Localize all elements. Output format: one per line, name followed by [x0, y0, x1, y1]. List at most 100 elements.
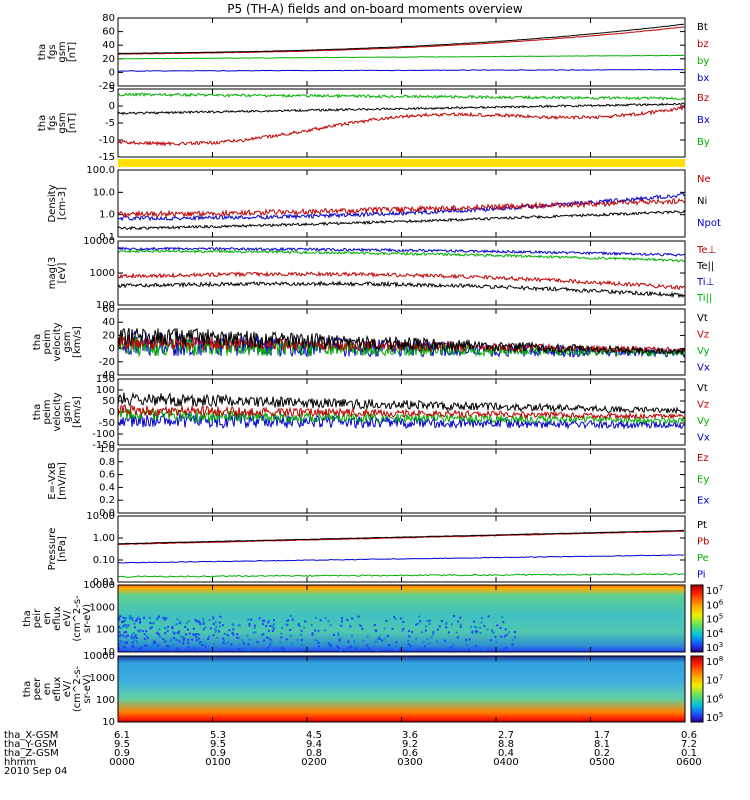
spectrogram-speck — [120, 644, 123, 647]
spectrogram-speck — [310, 624, 313, 627]
y-tick-label: 0.6 — [99, 470, 115, 481]
spectrogram-speck — [204, 645, 207, 648]
series-te-par — [117, 280, 686, 299]
spectrogram-speck — [158, 643, 161, 646]
spectrogram-speck — [258, 617, 261, 620]
spectrogram-speck — [163, 618, 166, 621]
spectrogram-speck — [134, 634, 137, 637]
spectrogram-speck — [214, 631, 217, 634]
mode-band — [118, 159, 685, 167]
spectrogram-speck — [366, 635, 369, 638]
spectrogram-speck — [324, 645, 327, 648]
spectrogram-speck — [349, 645, 352, 648]
spectrogram-speck — [215, 629, 218, 632]
spectrogram-speck — [188, 632, 191, 635]
series-vz — [117, 404, 686, 421]
spectrogram-speck — [191, 638, 194, 641]
spectrogram-speck — [200, 641, 203, 644]
footer-value: 0000 — [109, 757, 135, 768]
spectrogram-speck — [118, 634, 121, 637]
spectrogram-speck — [256, 640, 259, 643]
spectrogram-speck — [213, 628, 216, 631]
spectrogram-speck — [289, 615, 292, 618]
spectrogram-speck — [131, 641, 134, 644]
footer-value: 0600 — [676, 757, 702, 768]
spectrogram-speck — [279, 641, 282, 644]
chart-title: P5 (TH-A) fields and on-board moments ov… — [227, 2, 523, 16]
spectrogram-speck — [132, 645, 135, 648]
spectrogram-speck — [445, 621, 448, 624]
spectrogram-speck — [219, 615, 222, 618]
spectrogram-speck — [361, 627, 364, 630]
spectrogram-speck — [171, 630, 174, 633]
spectrogram-speck — [267, 619, 270, 622]
legend-entry: Vz — [697, 330, 709, 341]
spectrogram-speck — [247, 643, 250, 646]
spectrogram-speck — [241, 639, 244, 642]
spectrogram-speck — [198, 633, 201, 636]
spectrogram-speck — [358, 624, 361, 627]
y-tick-label: 50 — [102, 396, 115, 407]
spectrogram-speck — [171, 645, 174, 648]
spectrogram-speck — [316, 639, 319, 642]
spectrogram-speck — [472, 646, 475, 649]
spectrogram-speck — [402, 621, 405, 624]
spectrogram-speck — [289, 628, 292, 631]
spectrogram-speck — [165, 617, 168, 620]
spectrogram-speck — [407, 643, 410, 646]
spectrogram-speck — [184, 633, 187, 636]
spectrogram-speck — [187, 638, 190, 641]
spectrogram-speck — [340, 624, 343, 627]
spectrogram-speck — [232, 624, 235, 627]
spectrogram-speck — [347, 647, 350, 650]
legend-entry: Vz — [697, 400, 709, 411]
spectrogram-speck — [242, 642, 245, 645]
spectrogram-speck — [131, 644, 134, 647]
spectrogram-speck — [176, 631, 179, 634]
spectrogram-speck — [447, 631, 450, 634]
legend-entry: Bz — [697, 93, 709, 104]
spectrogram-speck — [500, 635, 503, 638]
spectrogram-speck — [436, 628, 439, 631]
y-tick-label: -10 — [99, 135, 115, 146]
spectrogram-speck — [300, 644, 303, 647]
spectrogram-speck — [251, 648, 254, 651]
spectrogram-speck — [426, 619, 429, 622]
y-tick-label: 150 — [96, 374, 115, 385]
spectrogram-speck — [248, 638, 251, 641]
spectrogram-speck — [267, 646, 270, 649]
spectrogram-speck — [198, 621, 201, 624]
spectrogram-speck — [339, 649, 342, 652]
y-tick-label: 0.10 — [93, 555, 115, 566]
spectrogram-speck — [340, 620, 343, 623]
footer-value: 8.8 — [498, 739, 514, 750]
y-tick-label: 100 — [96, 385, 115, 396]
spectrogram-speck — [435, 640, 438, 643]
spectrogram-speck — [267, 637, 270, 640]
panel-ylabel: thapeimvelocitygsm[km/s] — [32, 392, 83, 431]
spectrogram-speck — [502, 621, 505, 624]
spectrogram-speck — [394, 647, 397, 650]
series-bt — [117, 23, 685, 54]
spectrogram-speck — [262, 619, 265, 622]
spectrogram-speck — [262, 633, 265, 636]
spectrogram-speck — [496, 624, 499, 627]
y-tick-label: 5 — [109, 84, 115, 95]
spectrogram-speck — [125, 641, 128, 644]
spectrogram-speck — [204, 626, 207, 629]
y-tick-label: 1000 — [90, 268, 115, 279]
spectrogram-speck — [337, 646, 340, 649]
colorbar-label: 107 — [706, 674, 723, 687]
spectrogram-speck — [468, 648, 471, 651]
spectrogram-speck — [127, 624, 130, 627]
spectrogram-speck — [385, 649, 388, 652]
spectrogram-speck — [503, 648, 506, 651]
spectrogram-speck — [451, 643, 454, 646]
spectrogram-speck — [194, 634, 197, 637]
spectrogram-speck — [492, 631, 495, 634]
spectrogram-speck — [118, 619, 121, 622]
spectrogram-speck — [175, 623, 178, 626]
spectrogram-speck — [499, 626, 502, 629]
spectrogram-speck — [455, 631, 458, 634]
legend-entry: Pi — [697, 570, 706, 581]
